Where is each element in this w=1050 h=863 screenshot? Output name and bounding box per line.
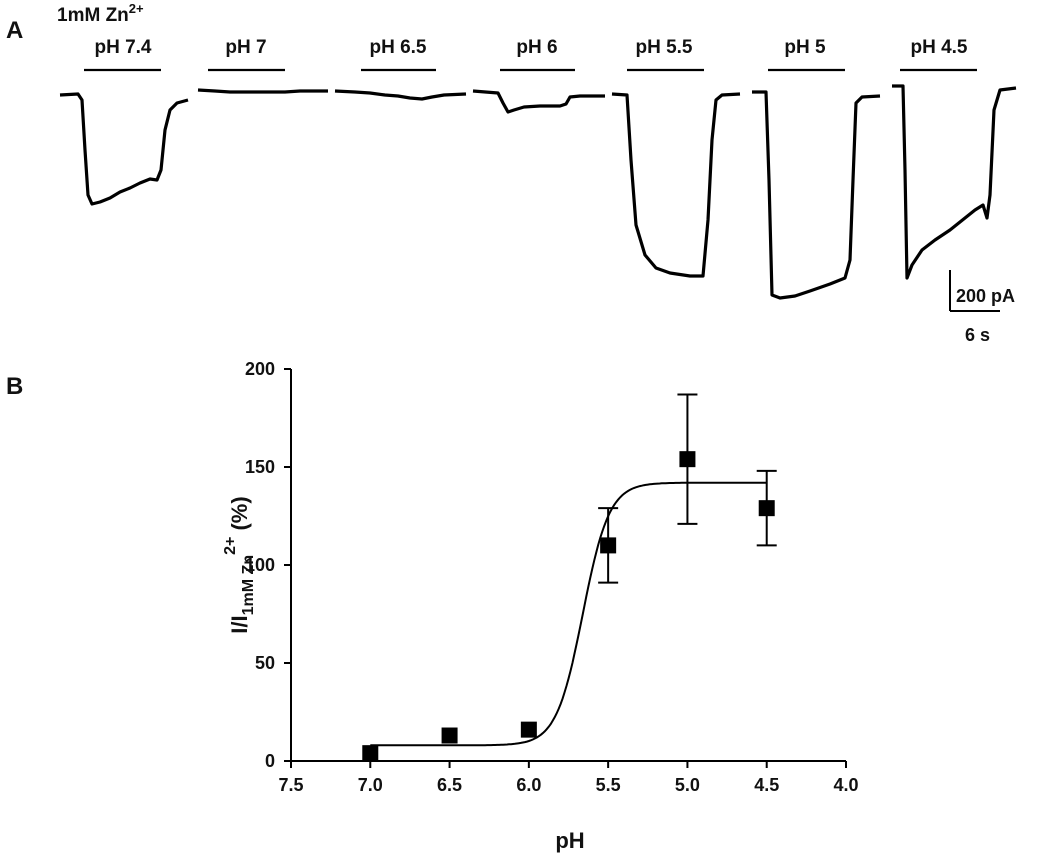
data-point: [758, 500, 775, 517]
y-axis-label: I/I1mM Zn2+ (%): [222, 496, 257, 633]
error-bars: [598, 393, 777, 584]
current-trace-ph-5: [752, 90, 881, 300]
current-traces: [59, 84, 1017, 300]
x-tick-label: 5.0: [675, 775, 700, 795]
current-trace-ph-6: [472, 89, 605, 114]
scale-current-label: 200 pA: [956, 286, 1015, 306]
x-tick-label: 7.5: [278, 775, 303, 795]
x-tick-label: 6.0: [516, 775, 541, 795]
current-trace-ph-5-5: [611, 92, 741, 278]
x-tick-label: 7.0: [358, 775, 383, 795]
zinc-header: 1mM Zn2+: [57, 1, 144, 26]
data-point: [520, 721, 537, 738]
condition-label-ph-7-4: pH 7.4: [94, 37, 151, 58]
current-trace-ph-7-4: [59, 92, 189, 206]
condition-label-ph-6-5: pH 6.5: [369, 37, 426, 58]
y-tick-label: 100: [245, 555, 275, 575]
condition-label-ph-4-5: pH 4.5: [910, 37, 967, 58]
data-point: [362, 745, 379, 762]
condition-label-ph-5: pH 5: [784, 37, 826, 58]
x-tick-label: 6.5: [437, 775, 462, 795]
scale-bar: 200 pA 6 s: [949, 270, 1015, 345]
x-tick-label: 4.0: [833, 775, 858, 795]
condition-label-ph-5-5: pH 5.5: [635, 37, 692, 58]
ph-response-chart: 0 50 100 150 200 7.5 7.0 6.5 6.0 5.5 5.0 4.5 4.0 pH…: [222, 359, 859, 853]
x-tick-label: 4.5: [754, 775, 779, 795]
condition-label-ph-7: pH 7: [225, 37, 266, 58]
y-tick-label: 200: [245, 359, 275, 379]
condition-label-ph-6: pH 6: [516, 37, 557, 58]
y-tick-label: 0: [265, 751, 275, 771]
y-tick-label: 50: [255, 653, 275, 673]
data-point: [679, 451, 696, 468]
panel-b-letter: B: [6, 373, 23, 400]
fit-curve: [370, 481, 767, 747]
y-ticks: 0 50 100 150 200: [245, 359, 291, 771]
condition-labels: pH 7.4 pH 7 pH 6.5 pH 6 pH 5.5 pH 5 pH 4…: [94, 37, 967, 58]
x-tick-label: 5.5: [596, 775, 621, 795]
current-trace-ph-6-5: [334, 89, 467, 101]
current-trace-ph-4-5: [892, 84, 1017, 280]
x-axis-label: pH: [555, 828, 584, 853]
data-point: [441, 727, 458, 744]
scale-time-label: 6 s: [965, 325, 990, 345]
y-tick-label: 150: [245, 457, 275, 477]
x-ticks: 7.5 7.0 6.5 6.0 5.5 5.0 4.5 4.0: [278, 761, 859, 795]
current-trace-ph-7: [197, 88, 328, 94]
data-point: [600, 537, 617, 554]
data-points: [362, 451, 775, 762]
panel-a-letter: A: [6, 17, 23, 44]
